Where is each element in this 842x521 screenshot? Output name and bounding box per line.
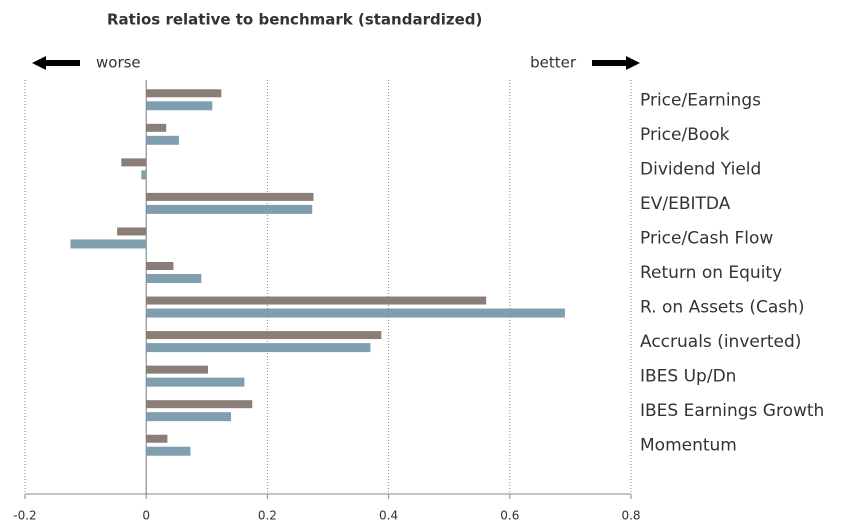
arrow-left [32, 56, 80, 70]
bar [146, 400, 253, 409]
y-tick-label: Dividend Yield [640, 159, 761, 179]
bar [146, 101, 213, 111]
bar [146, 412, 232, 422]
bar [146, 331, 382, 340]
bar [146, 308, 565, 318]
bar [146, 296, 487, 305]
annotation: better [530, 54, 577, 72]
bar [146, 343, 371, 353]
bar [146, 135, 179, 145]
y-tick-label: Momentum [640, 436, 737, 456]
y-tick-label: IBES Earnings Growth [640, 401, 824, 421]
y-tick-label: IBES Up/Dn [640, 367, 736, 387]
annotation: worse [96, 54, 141, 72]
bar [146, 204, 313, 214]
bar [146, 123, 167, 132]
y-tick-label: Price/Earnings [640, 90, 761, 110]
bar [146, 365, 209, 374]
bar [70, 239, 147, 249]
y-tick-label: Accruals (inverted) [640, 332, 801, 352]
bar [146, 262, 174, 270]
bar [146, 434, 168, 443]
x-tick-label: 0.4 [379, 509, 398, 521]
arrow-right [592, 56, 640, 70]
x-tick-label: 0.8 [621, 509, 640, 521]
x-tick-label: -0.2 [13, 509, 36, 521]
y-tick-label: Price/Book [640, 125, 730, 145]
y-tick-label: Price/Cash Flow [640, 228, 773, 248]
x-tick-label: 0 [142, 509, 150, 521]
bar [121, 158, 147, 167]
y-tick-label: R. on Assets (Cash) [640, 298, 805, 318]
bar [117, 227, 147, 236]
bar [146, 89, 222, 98]
bar [146, 446, 191, 456]
x-tick-label: 0.2 [258, 509, 277, 521]
bar [146, 192, 314, 201]
bar [146, 377, 245, 387]
x-tick-label: 0.6 [500, 509, 519, 521]
chart-title: Ratios relative to benchmark (standardiz… [107, 11, 482, 29]
bar [141, 170, 147, 180]
y-tick-label: EV/EBITDA [640, 194, 731, 214]
y-tick-label: Return on Equity [640, 263, 782, 283]
bar [146, 274, 202, 283]
